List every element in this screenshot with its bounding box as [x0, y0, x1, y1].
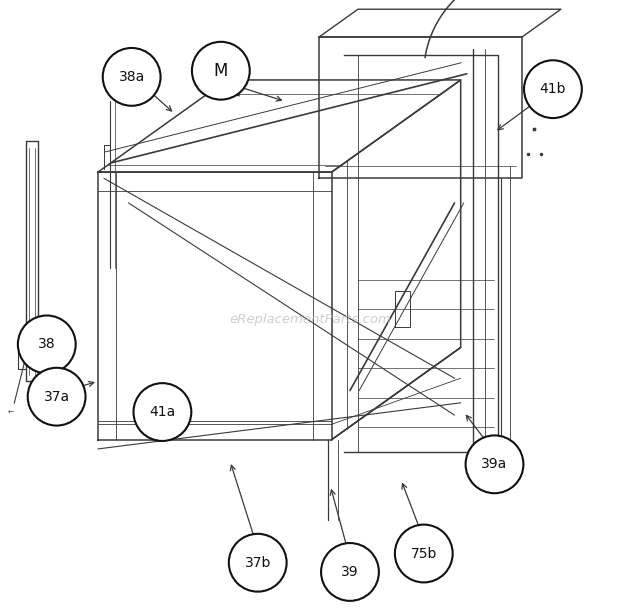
Text: 41a: 41a — [149, 405, 175, 419]
Text: 37b: 37b — [244, 556, 271, 569]
Text: 38: 38 — [38, 338, 56, 351]
Circle shape — [18, 315, 76, 373]
Circle shape — [321, 543, 379, 601]
Circle shape — [133, 383, 192, 441]
Circle shape — [524, 60, 582, 118]
Text: 75b: 75b — [410, 547, 437, 560]
Circle shape — [103, 48, 161, 106]
Text: 38a: 38a — [118, 70, 145, 84]
Text: 37a: 37a — [43, 390, 69, 403]
Circle shape — [466, 435, 523, 493]
Circle shape — [28, 368, 86, 426]
Circle shape — [395, 525, 453, 582]
Text: 39a: 39a — [481, 458, 508, 471]
Text: 39: 39 — [341, 565, 359, 579]
Text: eReplacementParts.com: eReplacementParts.com — [229, 313, 391, 327]
Circle shape — [192, 42, 250, 100]
Text: ←: ← — [7, 410, 14, 416]
Text: 41b: 41b — [539, 82, 566, 96]
Text: M: M — [214, 62, 228, 80]
Circle shape — [229, 534, 286, 592]
